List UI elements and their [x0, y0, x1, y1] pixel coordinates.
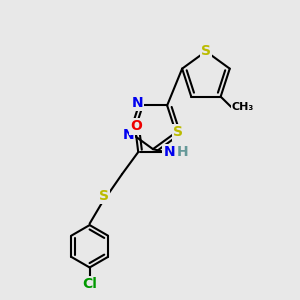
Text: CH₃: CH₃ — [232, 102, 254, 112]
Text: N: N — [123, 128, 134, 142]
Text: S: S — [201, 44, 211, 58]
Text: Cl: Cl — [82, 277, 97, 291]
Text: N: N — [163, 145, 175, 159]
Text: O: O — [130, 119, 142, 134]
Text: S: S — [99, 189, 110, 203]
Text: N: N — [131, 96, 143, 110]
Text: S: S — [173, 125, 183, 140]
Text: H: H — [177, 145, 188, 159]
